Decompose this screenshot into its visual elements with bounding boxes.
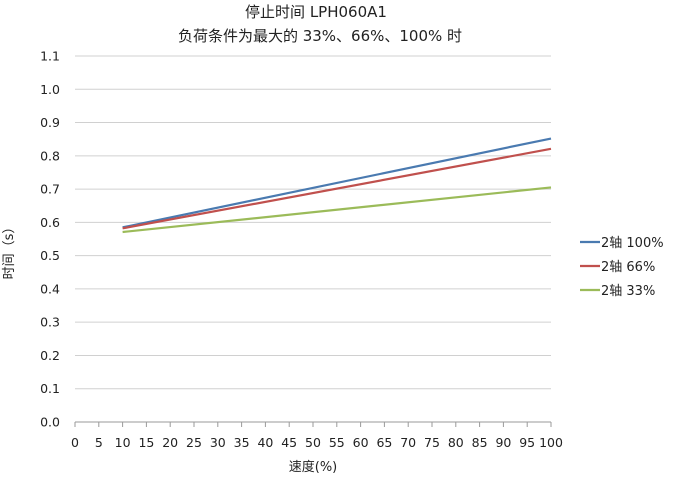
x-tick-label: 0 [71, 435, 79, 450]
x-tick-label: 60 [353, 435, 369, 450]
x-tick-label: 40 [257, 435, 273, 450]
legend: 2轴 100% 2轴 66% 2轴 33% [580, 236, 664, 299]
x-tick-label: 10 [115, 435, 131, 450]
legend-label: 2轴 100% [601, 236, 664, 251]
x-tick-label: 85 [472, 435, 488, 450]
chart-subtitle: 负荷条件为最大的 33%、66%、100% 时 [178, 27, 462, 45]
series-lines [122, 137, 552, 234]
x-tick-label: 5 [95, 435, 103, 450]
y-tick-label: 1.0 [40, 82, 60, 97]
chart-title: 停止时间 LPH060A1 [245, 3, 387, 21]
x-tick-label: 75 [424, 435, 440, 450]
y-tick-label: 0.8 [40, 148, 60, 163]
x-tick-label: 35 [234, 435, 250, 450]
y-tick-label: 0.3 [40, 315, 60, 330]
y-tick-label: 1.1 [40, 49, 60, 64]
y-tick-labels: 0.0 0.1 0.2 0.3 0.4 0.5 0.6 0.7 0.8 0.9 1.0 1.1 [40, 49, 60, 430]
y-tick-label: 0.0 [40, 415, 60, 430]
series-line [122, 147, 552, 230]
y-tick-label: 0.9 [40, 115, 60, 130]
y-tick-label: 0.4 [40, 281, 60, 296]
legend-label: 2轴 66% [601, 260, 655, 275]
x-tick-label: 95 [519, 435, 535, 450]
series-line [122, 186, 552, 234]
x-tick-label: 25 [186, 435, 202, 450]
x-tick-label: 90 [495, 435, 511, 450]
x-tick-label: 15 [138, 435, 154, 450]
x-tick-label: 55 [329, 435, 345, 450]
series-line [122, 137, 552, 229]
y-tick-label: 0.6 [40, 215, 60, 230]
y-tick-label: 0.5 [40, 248, 60, 263]
y-tick-label: 0.7 [40, 182, 60, 197]
y-axis-label: 时间（s） [2, 221, 17, 280]
x-tick-label: 30 [210, 435, 226, 450]
x-tick-label: 70 [400, 435, 416, 450]
x-tick-label: 65 [376, 435, 392, 450]
x-tick-label: 45 [281, 435, 297, 450]
x-tick-label: 80 [448, 435, 464, 450]
y-tick-label: 0.2 [40, 348, 60, 363]
legend-label: 2轴 33% [601, 284, 655, 299]
x-axis-label: 速度(%) [289, 459, 338, 475]
x-tick-labels: 0 5 10 15 20 25 30 35 40 45 50 55 60 65 70 75 80 85 90 95 10… [71, 422, 563, 450]
x-tick-label: 20 [162, 435, 178, 450]
x-tick-label: 50 [305, 435, 321, 450]
x-tick-label: 100 [539, 435, 563, 450]
y-tick-label: 0.1 [40, 381, 60, 396]
